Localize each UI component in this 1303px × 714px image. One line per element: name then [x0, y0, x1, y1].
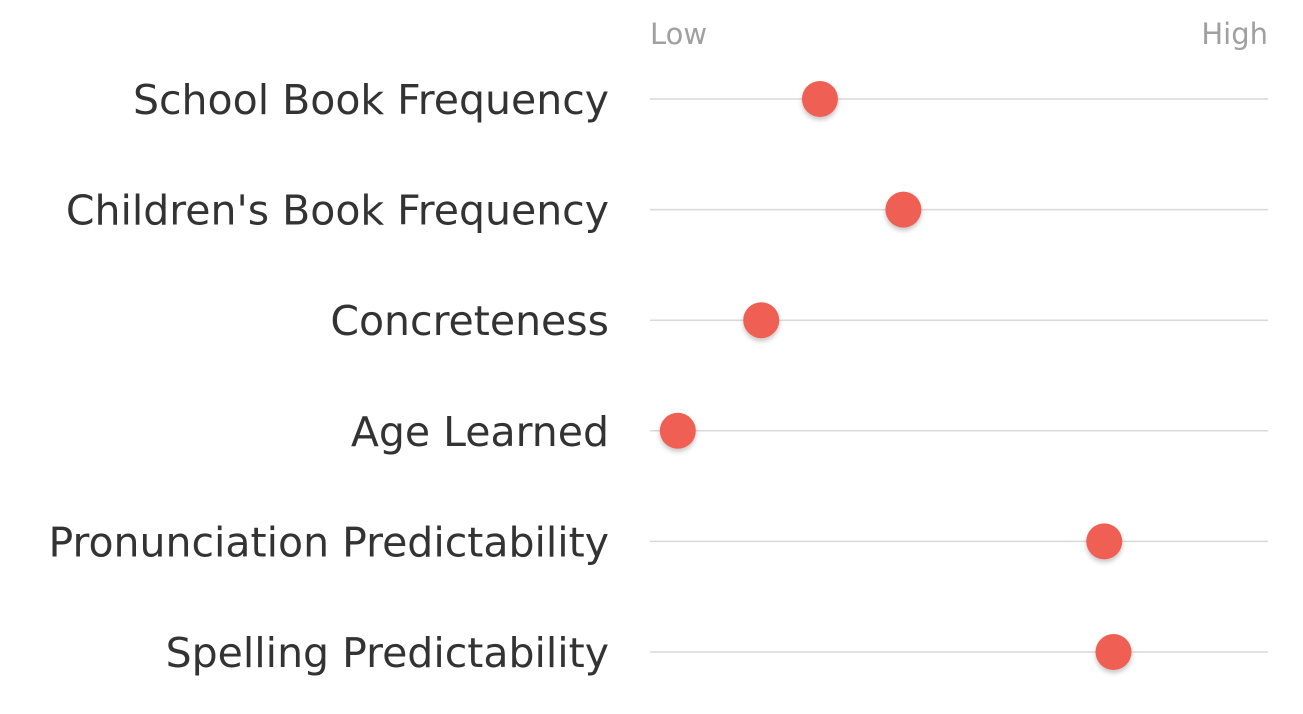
scale-high-label: High — [1201, 17, 1268, 51]
data-point-age-learned — [659, 412, 696, 449]
row-label-concreteness: Concreteness — [330, 297, 609, 345]
data-point-spelling-predictability — [1095, 634, 1132, 670]
data-point-children-s-book-frequency — [885, 191, 922, 228]
data-point-pronunciation-predictability — [1086, 523, 1123, 560]
row-label-spelling-predictability: Spelling Predictability — [166, 629, 609, 677]
row-label-school-book-frequency: School Book Frequency — [133, 76, 609, 124]
row-label-pronunciation-predictability: Pronunciation Predictability — [48, 518, 609, 566]
data-point-school-book-frequency — [801, 81, 838, 117]
scale-low-label: Low — [650, 17, 707, 51]
data-point-concreteness — [743, 302, 780, 339]
row-label-children-s-book-frequency: Children's Book Frequency — [66, 187, 609, 235]
chart-rows: School Book Frequency Children's Book Fre… — [48, 76, 1268, 677]
row-label-age-learned: Age Learned — [351, 408, 609, 456]
